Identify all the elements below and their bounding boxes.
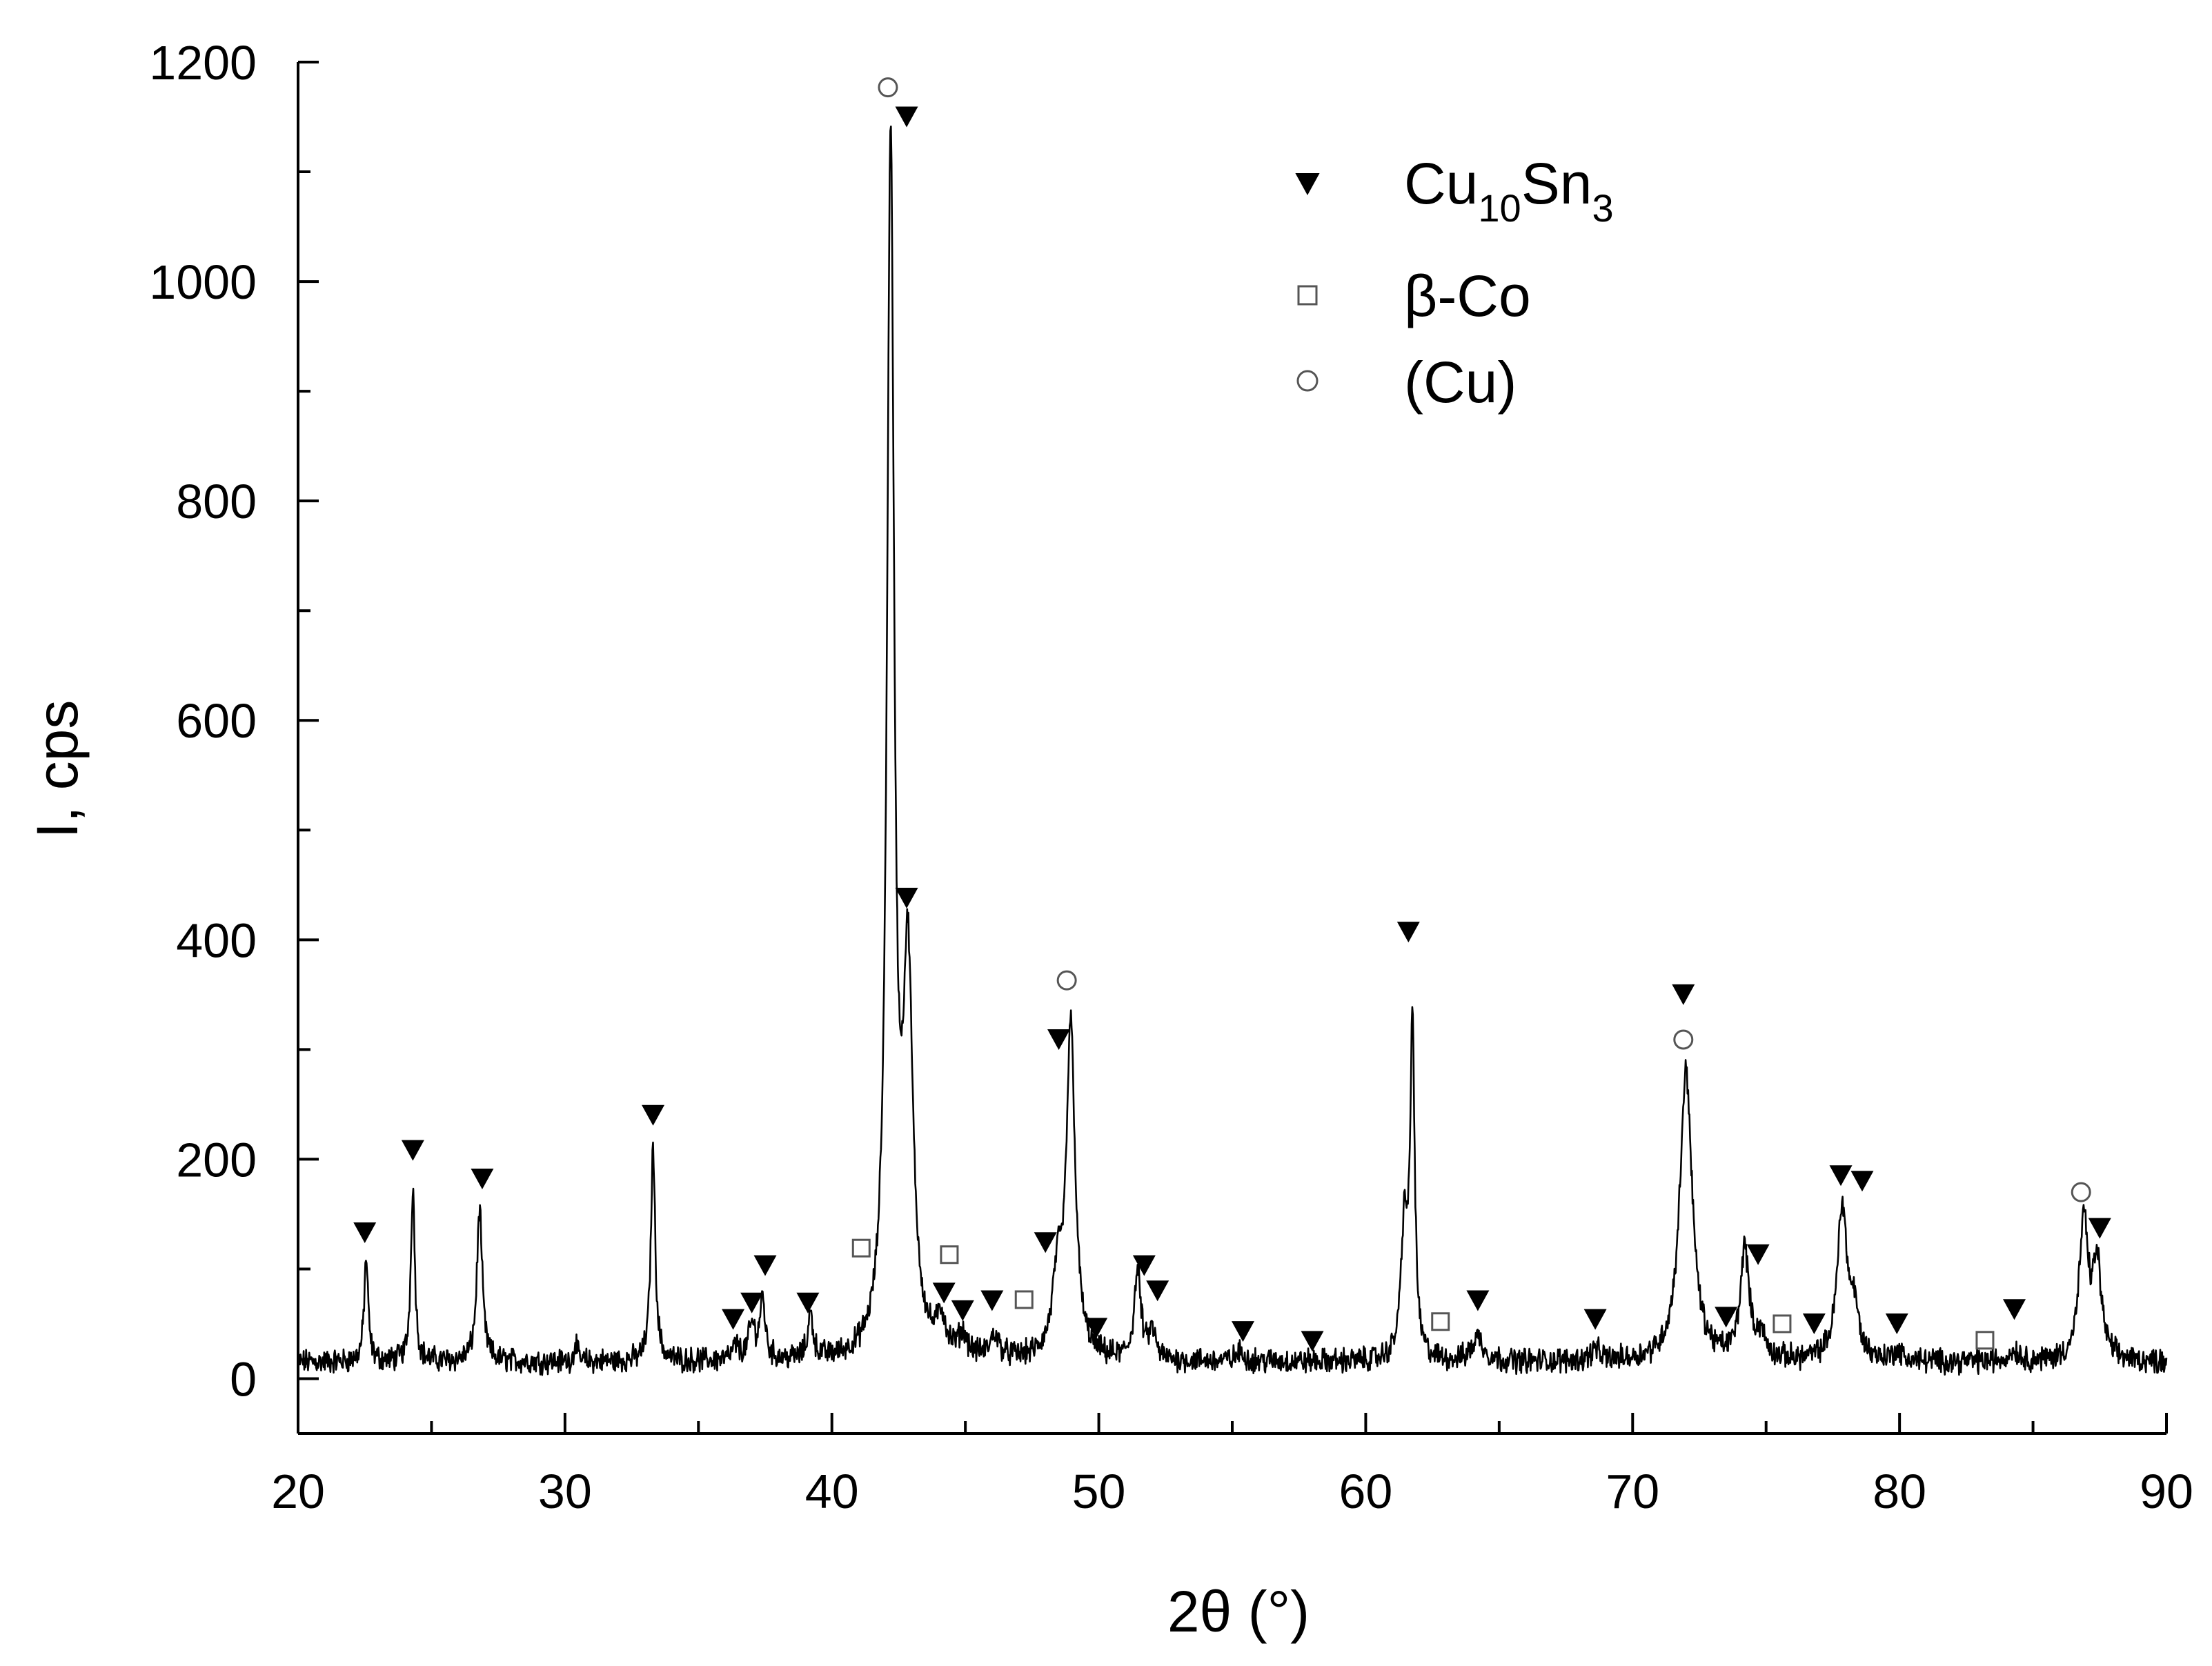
cu10sn3-marker — [1146, 1280, 1169, 1302]
legend-cu10sn3-label: Cu10Sn3 — [1404, 151, 1614, 230]
cu10sn3-marker — [895, 887, 918, 909]
y-tick-label: 200 — [176, 1133, 257, 1187]
cu10sn3-marker — [1829, 1165, 1853, 1187]
cu10sn3-marker — [1466, 1290, 1490, 1311]
cu10sn3-marker — [1583, 1309, 1607, 1330]
tick-labels: 20 30 40 50 60 70 80 90 0 200 400 600 800 1000 1200 — [149, 36, 2193, 1518]
x-axis-label: 2θ (°) — [1167, 1579, 1310, 1644]
cu10sn3-marker — [1047, 1029, 1071, 1051]
beta-co-marker — [1014, 1290, 1034, 1309]
x-tick-label: 30 — [538, 1465, 592, 1518]
legend-cu-symbol — [1296, 370, 1319, 392]
cu-marker — [1056, 970, 1077, 991]
cu10sn3-marker — [642, 1104, 665, 1126]
cu-marker — [2071, 1182, 2091, 1202]
cu10sn3-marker — [980, 1290, 1004, 1311]
beta-co-marker — [851, 1238, 871, 1258]
cu10sn3-marker — [1850, 1171, 1874, 1192]
x-tick-label: 60 — [1339, 1465, 1392, 1518]
x-tick-label: 90 — [2140, 1465, 2193, 1518]
x-tick-label: 20 — [271, 1465, 325, 1518]
cu10sn3-marker — [1885, 1313, 1908, 1334]
y-tick-label: 600 — [176, 694, 257, 748]
legend-cu-label: (Cu) — [1404, 350, 1517, 415]
cu10sn3-marker — [740, 1292, 764, 1313]
cu10sn3-marker — [1301, 1331, 1324, 1352]
legend-beta-co-label: β-Co — [1404, 264, 1531, 328]
beta-co-marker — [1975, 1331, 1995, 1350]
x-tick-label: 70 — [1606, 1465, 1659, 1518]
cu10sn3-marker — [1715, 1307, 1738, 1328]
axes — [297, 62, 2166, 1435]
y-tick-label: 0 — [230, 1352, 257, 1406]
cu10sn3-marker — [895, 106, 918, 128]
cu10sn3-marker — [1802, 1313, 1826, 1334]
cu10sn3-marker — [2002, 1299, 2026, 1320]
series-layer — [297, 126, 2168, 1376]
x-tick-label: 80 — [1873, 1465, 1926, 1518]
phase-markers — [353, 77, 2111, 1352]
legend: Cu10Sn3 β-Co (Cu) — [1295, 151, 1614, 415]
cu10sn3-marker — [951, 1300, 974, 1321]
tick-marks — [297, 61, 2168, 1434]
y-tick-label: 1200 — [149, 36, 257, 90]
cu10sn3-marker — [1085, 1318, 1108, 1339]
legend-cu10sn3-symbol — [1295, 173, 1320, 195]
beta-co-marker — [1431, 1312, 1450, 1331]
x-tick-label: 40 — [805, 1465, 859, 1518]
cu10sn3-marker — [1231, 1321, 1254, 1342]
cu10sn3-marker — [471, 1169, 494, 1190]
y-axis-label: I, cps — [25, 700, 90, 839]
beta-co-marker — [1772, 1314, 1792, 1333]
cu-marker — [878, 77, 898, 98]
cu10sn3-marker — [796, 1292, 820, 1313]
cu10sn3-marker — [722, 1309, 745, 1330]
cu10sn3-marker — [1034, 1232, 1057, 1253]
cu10sn3-marker — [932, 1282, 956, 1304]
cu10sn3-marker — [1672, 984, 1695, 1005]
y-tick-label: 1000 — [149, 255, 257, 309]
cu10sn3-marker — [401, 1140, 424, 1161]
cu10sn3-marker — [353, 1222, 377, 1243]
cu10sn3-marker — [2088, 1218, 2111, 1239]
cu10sn3-marker — [1746, 1244, 1770, 1265]
cu-marker — [1673, 1029, 1694, 1050]
x-tick-label: 50 — [1072, 1465, 1126, 1518]
beta-co-marker — [940, 1245, 959, 1265]
cu10sn3-marker — [1396, 922, 1420, 943]
y-tick-label: 400 — [176, 913, 257, 967]
y-tick-label: 800 — [176, 475, 257, 528]
xrd-pattern-line — [297, 126, 2168, 1376]
cu10sn3-marker — [753, 1255, 777, 1276]
cu10sn3-marker — [1132, 1255, 1156, 1276]
legend-beta-co-symbol — [1297, 285, 1318, 306]
